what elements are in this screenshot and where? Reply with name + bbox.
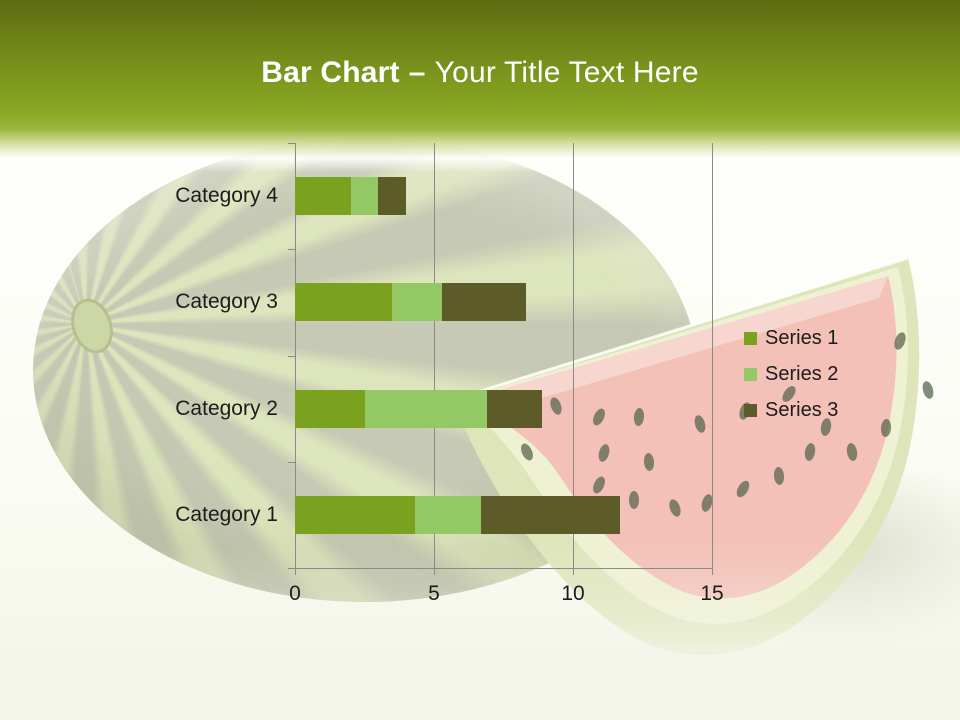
y-axis-tick	[288, 461, 295, 463]
chart-legend[interactable]: Series 1 Series 2 Series 3	[744, 326, 838, 434]
legend-swatch-icon	[744, 367, 757, 381]
bar-segment[interactable]	[295, 177, 351, 216]
x-axis-tick	[295, 568, 296, 575]
legend-swatch-icon	[744, 331, 757, 345]
legend-label: Series 2	[765, 362, 839, 385]
title-rest: Your Title Text Here	[434, 56, 699, 89]
y-axis-tick	[288, 355, 295, 357]
slide-title[interactable]: Bar Chart – Your Title Text Here	[0, 56, 960, 90]
legend-item[interactable]: Series 1	[744, 326, 838, 350]
title-bold: Bar Chart	[261, 56, 400, 89]
x-axis-tick	[573, 568, 574, 575]
bar-segment[interactable]	[414, 495, 482, 534]
bar-segment[interactable]	[442, 283, 526, 322]
x-axis-line	[295, 568, 713, 569]
x-axis-tick	[712, 568, 713, 575]
gridline	[295, 143, 296, 568]
bar-segment[interactable]	[378, 177, 407, 216]
x-tick-label: 5	[428, 582, 440, 605]
y-axis-tick	[288, 143, 295, 144]
bar-segment[interactable]	[295, 389, 365, 428]
category-label: Category 1	[175, 502, 278, 526]
bottom-fade	[0, 545, 960, 720]
y-axis-tick	[288, 249, 295, 251]
legend-label: Series 1	[765, 326, 839, 349]
gridline	[712, 143, 713, 568]
x-tick-label: 15	[700, 582, 724, 605]
bar-segment[interactable]	[295, 283, 393, 322]
legend-item[interactable]: Series 3	[744, 398, 838, 422]
y-axis-tick	[288, 568, 295, 569]
bar-segment[interactable]	[350, 177, 379, 216]
bar-segment[interactable]	[295, 495, 415, 534]
legend-item[interactable]: Series 2	[744, 362, 838, 386]
bar-segment[interactable]	[486, 389, 543, 428]
legend-label: Series 3	[765, 398, 839, 421]
watermelon-seeds	[521, 332, 934, 517]
x-tick-label: 0	[289, 582, 301, 605]
category-label: Category 4	[175, 184, 278, 208]
header-band	[0, 0, 960, 172]
x-axis-tick	[434, 568, 435, 575]
x-tick-label: 10	[561, 582, 585, 605]
bar-segment[interactable]	[392, 283, 443, 322]
category-label: Category 2	[175, 396, 278, 420]
legend-swatch-icon	[744, 403, 757, 417]
bar-segment[interactable]	[481, 495, 621, 534]
category-label: Category 3	[175, 290, 278, 314]
bar-segment[interactable]	[364, 389, 487, 428]
gridline	[434, 143, 435, 568]
gridline	[573, 143, 574, 568]
title-separator: –	[408, 56, 426, 89]
